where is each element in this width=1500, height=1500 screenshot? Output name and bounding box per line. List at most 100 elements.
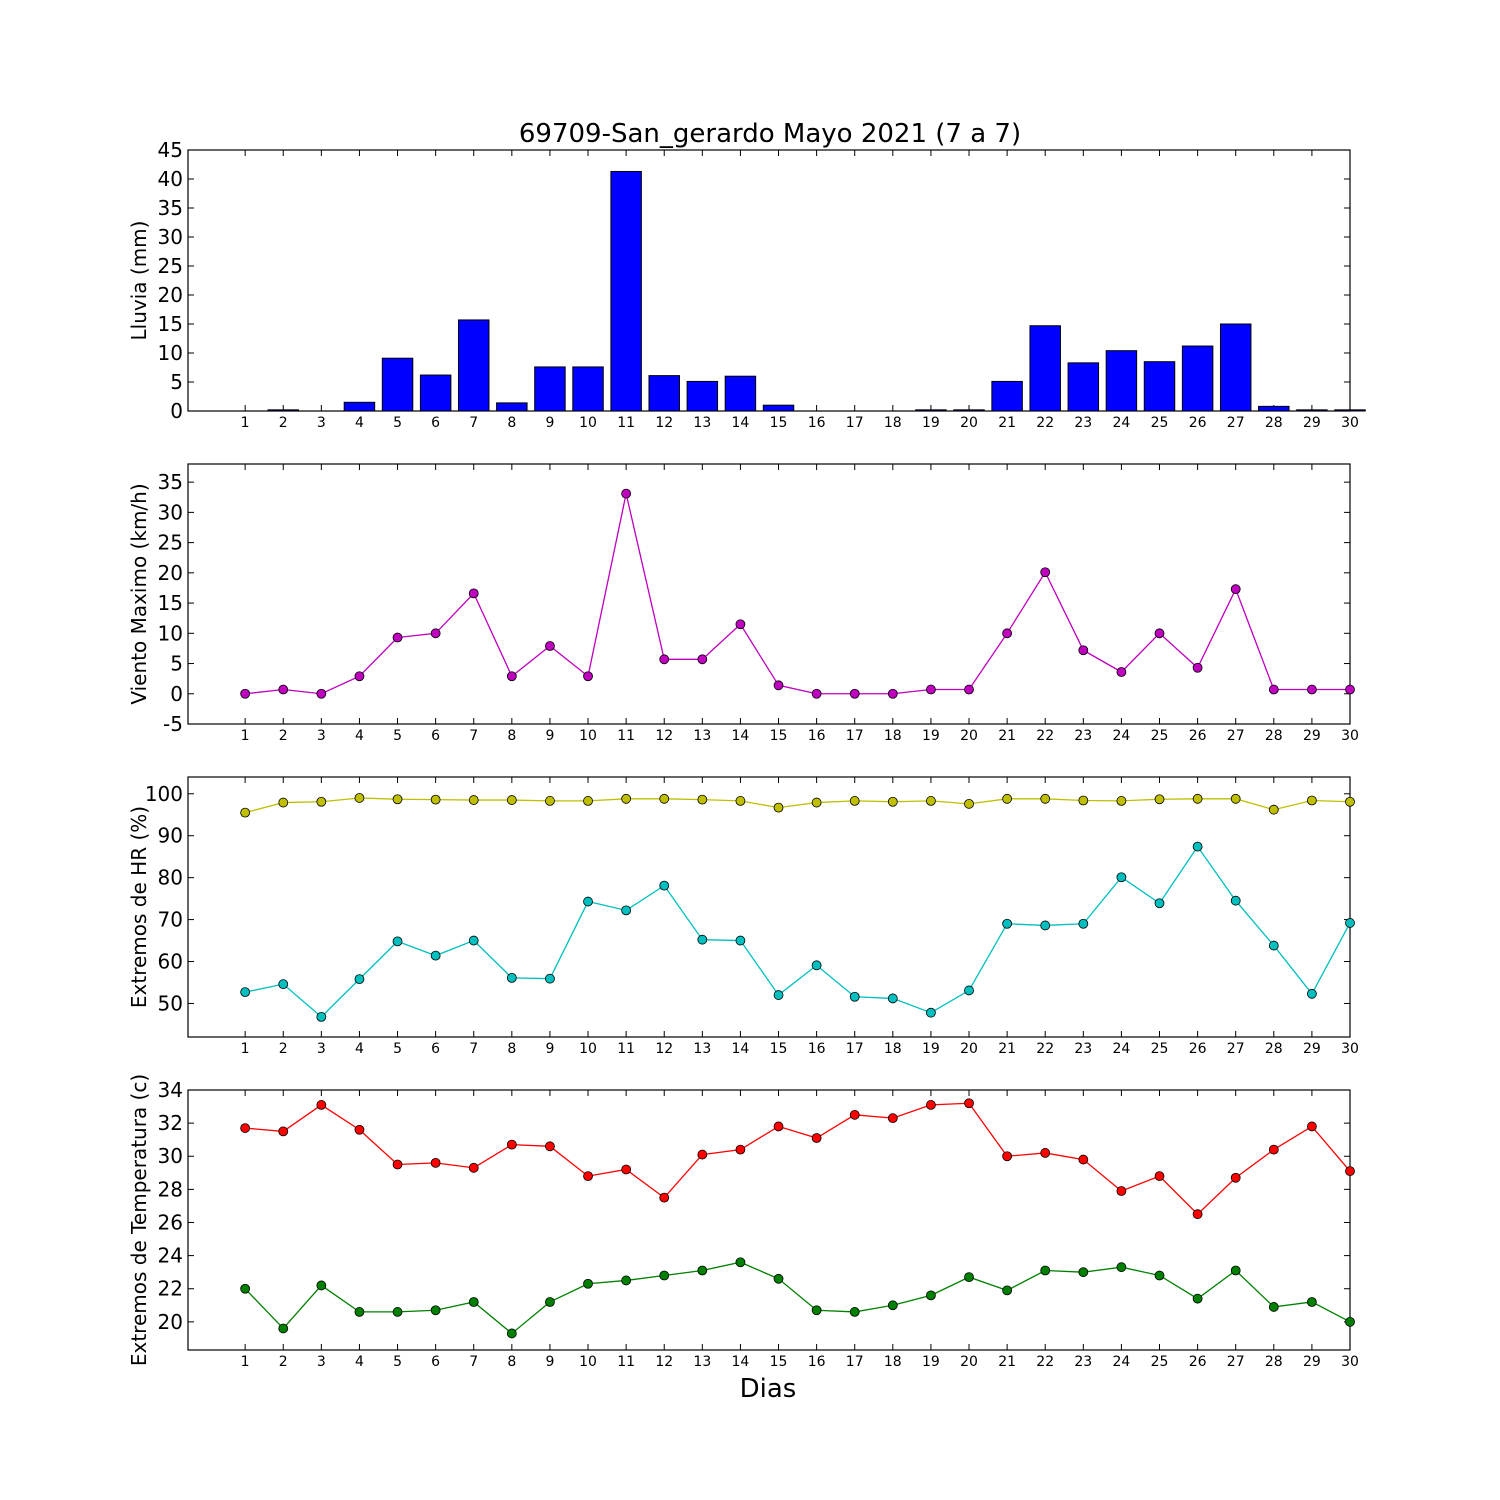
- x-tick-label: 4: [355, 1354, 364, 1370]
- bar: [1143, 361, 1176, 412]
- x-tick-label: 4: [355, 1041, 364, 1057]
- bar: [572, 366, 604, 412]
- data-point: [468, 1297, 479, 1307]
- data-point: [1154, 898, 1165, 909]
- data-point: [1268, 1302, 1279, 1312]
- bar: [953, 409, 985, 412]
- data-point: [1192, 793, 1203, 804]
- x-tick-label: 26: [1189, 1041, 1207, 1057]
- y-tick-label: 30: [158, 225, 183, 249]
- x-tick-label: 29: [1303, 1041, 1321, 1057]
- x-tick-label: 14: [732, 1354, 750, 1370]
- y-tick-label: 34: [158, 1078, 183, 1102]
- data-point: [1002, 793, 1013, 804]
- data-point: [240, 1283, 251, 1294]
- x-tick-label: 30: [1341, 1041, 1359, 1057]
- x-tick-label: 25: [1151, 415, 1169, 431]
- x-tick-label: 6: [431, 1041, 440, 1057]
- x-tick-label: 15: [770, 415, 788, 431]
- x-tick-label: 17: [846, 1041, 864, 1057]
- data-point: [1192, 1209, 1203, 1220]
- bar: [648, 375, 680, 412]
- x-tick-label: 26: [1189, 415, 1207, 431]
- data-point: [240, 1123, 251, 1133]
- y-tick-label: 45: [158, 138, 183, 162]
- data-point: [773, 990, 784, 1000]
- y-tick-label: 5: [170, 370, 183, 394]
- data-point: [697, 794, 708, 805]
- bar: [724, 375, 757, 412]
- y-tick-label: 10: [158, 341, 183, 365]
- x-tick-label: 21: [998, 1041, 1016, 1057]
- y-tick-label: 32: [158, 1111, 183, 1135]
- x-tick-label: 27: [1227, 1041, 1245, 1057]
- data-point: [430, 1157, 441, 1168]
- x-tick-label: 7: [469, 415, 478, 431]
- data-point: [392, 936, 403, 947]
- y-tick-label: 25: [158, 254, 183, 278]
- data-point: [1078, 1154, 1089, 1165]
- bar: [1181, 345, 1214, 412]
- data-point: [316, 1280, 327, 1291]
- data-point: [659, 1270, 670, 1281]
- y-tick-label: 28: [158, 1177, 183, 1201]
- data-point: [659, 654, 670, 665]
- series-line-1: [245, 493, 1350, 695]
- data-point: [506, 1328, 517, 1339]
- data-point: [1002, 628, 1013, 639]
- x-tick-label: 1: [241, 728, 250, 744]
- y-tick-label: -5: [163, 712, 183, 736]
- x-tick-label: 20: [960, 1354, 978, 1370]
- data-point: [506, 671, 517, 682]
- x-tick-label: 23: [1074, 415, 1092, 431]
- data-point: [430, 794, 441, 805]
- bar: [1105, 350, 1138, 412]
- data-point: [1116, 1262, 1127, 1273]
- data-point: [1307, 1121, 1317, 1132]
- x-tick-label: 10: [579, 728, 597, 744]
- y-axis-label: Extremos de HR (%): [127, 806, 151, 1008]
- data-point: [1268, 940, 1279, 951]
- y-tick-label: 90: [158, 824, 183, 848]
- data-point: [1116, 667, 1127, 677]
- data-point: [1192, 662, 1203, 673]
- x-tick-label: 25: [1151, 728, 1169, 744]
- y-tick-label: 30: [158, 500, 183, 524]
- x-tick-label: 18: [884, 415, 902, 431]
- x-tick-label: 1: [241, 1041, 250, 1057]
- y-tick-label: 20: [158, 283, 183, 307]
- x-tick-label: 13: [693, 1041, 711, 1057]
- x-tick-label: 12: [655, 728, 673, 744]
- x-tick-label: 10: [579, 415, 597, 431]
- x-tick-label: 21: [998, 728, 1016, 744]
- data-point: [1040, 1148, 1051, 1158]
- data-point: [1230, 895, 1241, 906]
- data-point: [583, 796, 593, 806]
- bar: [1334, 409, 1366, 412]
- y-axis-label: Extremos de Temperatura (c): [127, 1074, 151, 1366]
- data-point: [583, 671, 593, 682]
- data-point: [278, 979, 289, 990]
- data-point: [392, 794, 403, 805]
- data-point: [1268, 1144, 1279, 1155]
- x-tick-label: 11: [617, 1041, 635, 1057]
- data-point: [1116, 872, 1127, 883]
- x-tick-label: 15: [770, 728, 788, 744]
- data-point: [583, 896, 593, 907]
- x-tick-label: 8: [507, 1354, 516, 1370]
- data-point: [1230, 584, 1241, 595]
- axes-frame: [187, 1089, 1351, 1351]
- x-tick-label: 22: [1036, 1041, 1054, 1057]
- x-tick-label: 1: [241, 1354, 250, 1370]
- x-tick-label: 16: [808, 728, 826, 744]
- data-point: [964, 985, 974, 996]
- x-tick-label: 27: [1227, 1354, 1245, 1370]
- x-tick-label: 22: [1036, 415, 1054, 431]
- x-tick-label: 23: [1074, 728, 1092, 744]
